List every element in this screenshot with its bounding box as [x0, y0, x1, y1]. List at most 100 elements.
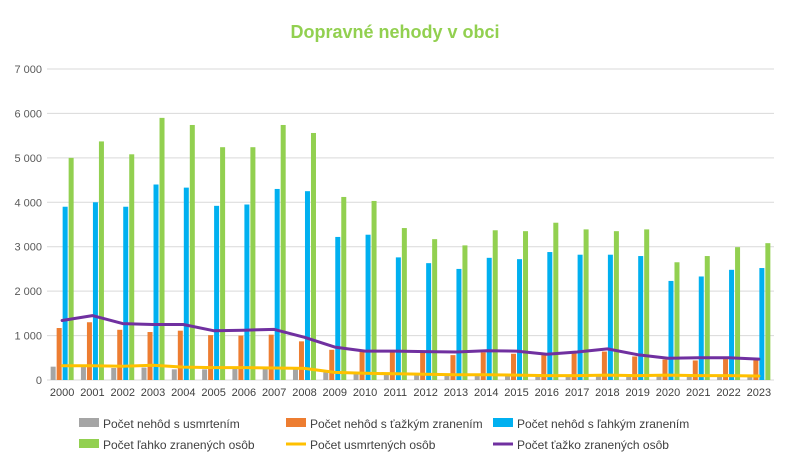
bar — [250, 147, 256, 380]
bar — [153, 184, 159, 380]
bar — [644, 229, 650, 380]
bar — [177, 330, 183, 380]
y-tick-label: 6 000 — [14, 108, 42, 120]
bar — [183, 187, 189, 380]
bar — [123, 206, 129, 380]
x-tick-label: 2018 — [595, 387, 619, 399]
legend-swatch — [79, 439, 99, 448]
bar — [86, 322, 92, 380]
bar — [626, 376, 632, 380]
bar — [583, 229, 589, 380]
bar — [565, 375, 571, 380]
y-tick-label: 0 — [36, 375, 42, 387]
bar — [601, 351, 607, 380]
legend-swatch — [79, 418, 99, 427]
legend-label: Počet usmrtených osôb — [310, 438, 436, 452]
x-tick-label: 2010 — [353, 387, 377, 399]
bar — [414, 374, 420, 380]
bar — [420, 352, 426, 380]
bar — [208, 335, 214, 380]
bar — [668, 280, 674, 380]
bar — [244, 204, 250, 380]
bar — [232, 368, 238, 380]
y-tick-label: 3 000 — [14, 242, 42, 254]
bar-layer — [50, 117, 771, 380]
bar — [189, 124, 195, 380]
bar — [292, 369, 298, 380]
series-line — [60, 314, 761, 361]
bar — [638, 256, 644, 380]
bar — [456, 268, 462, 380]
bar — [462, 245, 468, 380]
bar — [547, 252, 553, 380]
x-tick-label: 2022 — [716, 387, 740, 399]
x-tick-label: 2013 — [444, 387, 468, 399]
x-tick-label: 2002 — [110, 387, 134, 399]
y-tick-label: 2 000 — [14, 286, 42, 298]
bar — [607, 254, 613, 380]
bar — [717, 375, 723, 380]
bar — [365, 234, 371, 380]
bar — [323, 372, 329, 380]
bar — [571, 352, 577, 380]
legend-label: Počet nehôd s ťažkým zranením — [310, 417, 483, 431]
bar — [262, 368, 268, 380]
bar — [50, 366, 56, 380]
grid-layer — [47, 68, 774, 381]
bar — [765, 243, 771, 380]
bar — [371, 200, 377, 380]
y-tick-label: 5 000 — [14, 153, 42, 165]
bar — [383, 373, 389, 380]
bar — [723, 359, 729, 380]
bar — [62, 206, 68, 380]
bar — [335, 236, 341, 380]
x-tick-label: 2005 — [201, 387, 225, 399]
legend-label: Počet ťažko zranených osôb — [517, 438, 669, 452]
bar — [480, 352, 486, 380]
x-tick-label: 2004 — [171, 387, 195, 399]
bar — [80, 366, 86, 380]
bar — [98, 141, 104, 380]
bar — [474, 375, 480, 380]
y-tick-label: 1 000 — [14, 331, 42, 343]
legend-label: Počet ľahko zranených osôb — [103, 438, 255, 452]
bar — [395, 257, 401, 380]
bar — [268, 334, 274, 380]
x-tick-label: 2020 — [656, 387, 680, 399]
bar — [613, 231, 619, 380]
bar — [541, 355, 547, 380]
bar — [735, 247, 741, 380]
bar — [298, 341, 304, 380]
bar — [753, 360, 759, 380]
x-tick-label: 2000 — [50, 387, 74, 399]
x-tick-label: 2007 — [262, 387, 286, 399]
x-tick-label: 2015 — [504, 387, 528, 399]
legend-label: Počet nehôd s ľahkým zranením — [517, 417, 689, 431]
y-tick-label: 4 000 — [14, 197, 42, 209]
bar — [202, 369, 208, 380]
bar — [698, 276, 704, 380]
bar — [535, 375, 541, 380]
bar — [704, 256, 710, 380]
bar — [674, 262, 680, 380]
y-axis-ticks: 0 1 000 2 000 3 000 4 000 5 000 6 000 7 000 — [14, 64, 42, 387]
bar — [310, 132, 316, 380]
bar — [426, 263, 432, 380]
bar — [492, 230, 498, 380]
bar — [171, 369, 177, 380]
y-tick-label: 7 000 — [14, 64, 42, 76]
bar — [214, 205, 220, 380]
bar — [341, 196, 347, 380]
bar — [220, 147, 226, 380]
bar — [517, 259, 523, 380]
bar — [274, 188, 280, 380]
bar — [444, 375, 450, 380]
bar — [147, 332, 153, 380]
x-tick-label: 2006 — [232, 387, 256, 399]
bar — [359, 351, 365, 380]
x-tick-label: 2008 — [292, 387, 316, 399]
legend-swatch — [493, 418, 513, 427]
x-axis-ticks: 2000 2001 2002 2003 2004 2005 2006 2007 2008 2009… — [50, 387, 771, 399]
